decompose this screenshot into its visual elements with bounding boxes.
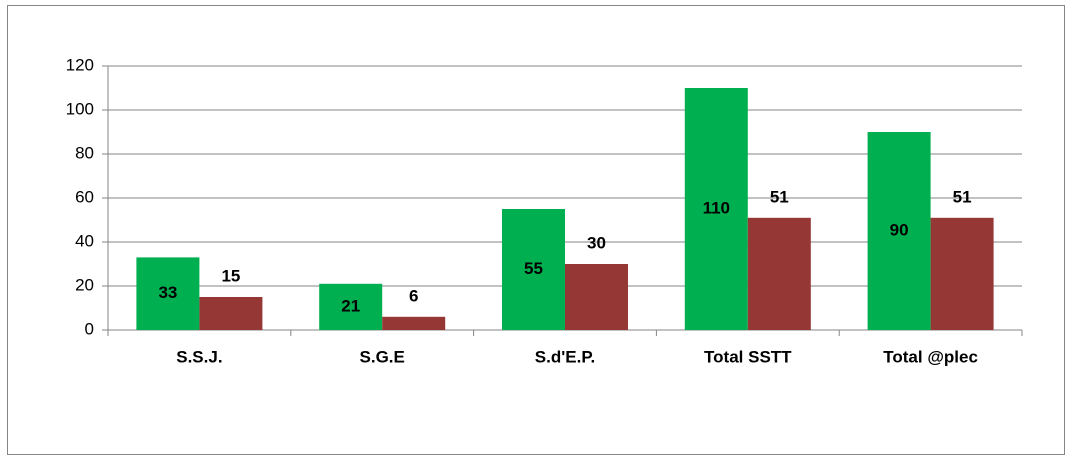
data-label: 51 xyxy=(770,187,789,206)
bar xyxy=(319,283,383,330)
x-tick-label: S.d'E.P. xyxy=(535,347,595,366)
bar xyxy=(136,257,200,330)
bar xyxy=(930,217,994,330)
x-tick-label: Total SSTT xyxy=(704,347,792,366)
y-tick-label: 60 xyxy=(75,187,94,206)
data-label: 15 xyxy=(221,266,240,285)
y-tick-label: 120 xyxy=(66,55,94,74)
bar xyxy=(565,264,628,330)
y-tick-label: 0 xyxy=(85,319,94,338)
x-tick-label: Total @plec xyxy=(883,347,978,366)
bar xyxy=(684,88,748,330)
data-label: 55 xyxy=(524,259,543,278)
y-tick-label: 100 xyxy=(66,99,94,118)
bar xyxy=(502,209,565,330)
data-label: 51 xyxy=(953,187,972,206)
data-label: 21 xyxy=(341,296,360,315)
y-tick-label: 40 xyxy=(75,231,94,250)
bar xyxy=(747,217,811,330)
bar xyxy=(867,132,931,330)
bar xyxy=(199,297,263,330)
x-tick-label: S.S.J. xyxy=(176,347,222,366)
y-tick-label: 80 xyxy=(75,143,94,162)
data-label: 110 xyxy=(703,198,730,217)
data-label: 30 xyxy=(587,233,606,252)
x-tick-label: S.G.E xyxy=(360,347,405,366)
bar xyxy=(382,316,446,330)
data-label: 33 xyxy=(158,283,177,302)
y-tick-label: 20 xyxy=(75,275,94,294)
data-label: 90 xyxy=(890,220,909,239)
data-label: 6 xyxy=(409,286,418,305)
